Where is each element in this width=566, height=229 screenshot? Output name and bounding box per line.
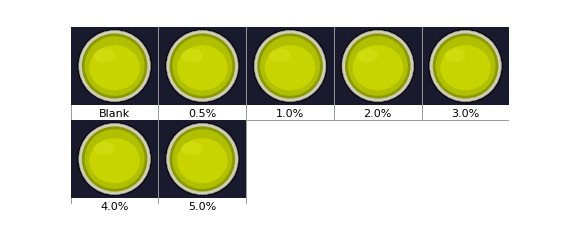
Ellipse shape [430, 31, 501, 102]
Bar [246, 27, 334, 106]
Ellipse shape [84, 37, 145, 96]
Ellipse shape [260, 37, 320, 96]
Ellipse shape [258, 34, 323, 99]
Ellipse shape [254, 31, 326, 102]
Ellipse shape [182, 142, 203, 156]
Text: 5.0%: 5.0% [188, 201, 216, 211]
Ellipse shape [269, 49, 290, 63]
Bar [158, 27, 246, 106]
Ellipse shape [340, 30, 415, 104]
Ellipse shape [94, 142, 114, 156]
Text: 1.0%: 1.0% [276, 109, 304, 119]
Ellipse shape [353, 46, 403, 91]
Ellipse shape [94, 49, 114, 63]
Bar [71, 120, 158, 199]
Ellipse shape [89, 139, 140, 183]
Ellipse shape [170, 34, 235, 99]
Ellipse shape [172, 130, 233, 189]
Bar [334, 27, 422, 106]
Text: 4.0%: 4.0% [100, 201, 129, 211]
Ellipse shape [79, 124, 151, 195]
Ellipse shape [166, 124, 238, 195]
Ellipse shape [357, 49, 378, 63]
Ellipse shape [165, 122, 240, 196]
Bar [71, 27, 158, 106]
Ellipse shape [77, 30, 152, 104]
Ellipse shape [435, 37, 496, 96]
Ellipse shape [82, 127, 147, 192]
Ellipse shape [165, 30, 240, 104]
Text: 3.0%: 3.0% [452, 109, 479, 119]
Ellipse shape [342, 31, 414, 102]
Bar [158, 120, 246, 199]
Bar [71, 120, 246, 213]
Ellipse shape [172, 37, 233, 96]
Ellipse shape [166, 31, 238, 102]
Ellipse shape [77, 122, 152, 196]
Ellipse shape [79, 31, 151, 102]
Ellipse shape [170, 127, 235, 192]
Ellipse shape [433, 34, 498, 99]
Text: Blank: Blank [99, 109, 130, 119]
Bar [71, 27, 509, 120]
Ellipse shape [182, 49, 203, 63]
Text: 0.5%: 0.5% [188, 109, 216, 119]
Ellipse shape [177, 46, 228, 91]
Ellipse shape [252, 30, 328, 104]
Ellipse shape [84, 130, 145, 189]
Bar [422, 27, 509, 106]
Ellipse shape [440, 46, 491, 91]
Text: 2.0%: 2.0% [363, 109, 392, 119]
Ellipse shape [345, 34, 410, 99]
Ellipse shape [445, 49, 466, 63]
Ellipse shape [348, 37, 408, 96]
Ellipse shape [89, 46, 140, 91]
Ellipse shape [265, 46, 315, 91]
Ellipse shape [82, 34, 147, 99]
Ellipse shape [177, 139, 228, 183]
Ellipse shape [428, 30, 503, 104]
